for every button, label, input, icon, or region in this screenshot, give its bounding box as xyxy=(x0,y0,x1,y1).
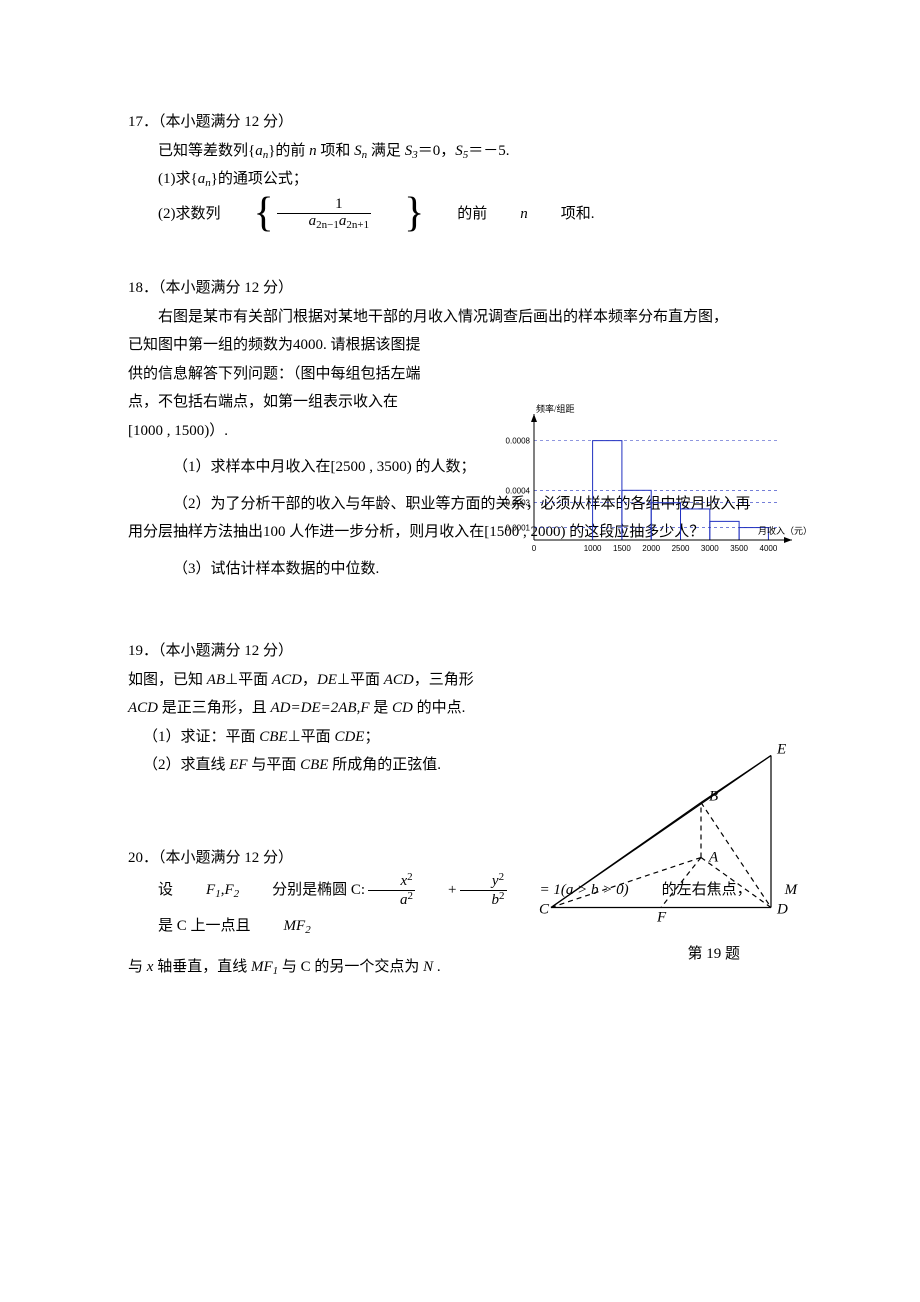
q17-fraction: 1 a2n−1a2n+1 xyxy=(277,197,371,231)
svg-text:0.0003: 0.0003 xyxy=(506,499,531,508)
q17-line1: 已知等差数列{an}的前 n 项和 Sn 满足 S3＝0，S5＝－5. xyxy=(128,137,802,166)
svg-text:频率/组距: 频率/组距 xyxy=(536,403,575,414)
right-brace-icon: } xyxy=(374,192,424,234)
svg-text:0: 0 xyxy=(532,544,537,553)
q18-header: 18．（本小题满分 12 分） xyxy=(128,274,802,303)
q17-part2: (2)求数列 { 1 a2n−1a2n+1 } 的前 n 项和. xyxy=(128,194,802,234)
q19-figure: C D A B E F xyxy=(536,740,806,940)
q20-frac2: y2 b2 xyxy=(460,872,507,909)
svg-text:月收入（元）: 月收入（元） xyxy=(758,525,812,536)
svg-text:C: C xyxy=(539,902,550,918)
svg-text:2000: 2000 xyxy=(642,544,660,553)
svg-text:2500: 2500 xyxy=(672,544,690,553)
q17-header: 17．（本小题满分 12 分） xyxy=(128,108,802,137)
svg-text:0.0008: 0.0008 xyxy=(506,437,531,446)
q19-line2: ACD 是正三角形，且 AD=DE=2AB,F 是 CD 的中点. xyxy=(128,694,508,723)
svg-text:0.0004: 0.0004 xyxy=(506,486,531,495)
q20-frac1: x2 a2 xyxy=(368,872,415,909)
svg-text:1000: 1000 xyxy=(584,544,602,553)
q19-line1: 如图，已知 AB⊥平面 ACD，DE⊥平面 ACD，三角形 xyxy=(128,666,508,695)
svg-text:B: B xyxy=(709,789,718,805)
svg-text:1500: 1500 xyxy=(613,544,631,553)
left-brace-icon: { xyxy=(224,192,274,234)
q18-intro: 右图是某市有关部门根据对某地干部的月收入情况调查后画出的样本频率分布直方图， xyxy=(128,303,802,332)
q18-histogram: 0.0001 0.0003 0.0004 0.0008 0 1000 1500 2000 250… xyxy=(490,402,820,562)
q19-header: 19．（本小题满分 12 分） xyxy=(128,637,802,666)
geometry-svg: C D A B E F xyxy=(536,740,806,940)
q18-wrapped: 已知图中第一组的频数为4000. 请根据该图提 供的信息解答下列问题：（图中每组… xyxy=(128,331,448,445)
svg-text:3000: 3000 xyxy=(701,544,719,553)
q19-part1: （1）求证：平面 CBE⊥平面 CDE； xyxy=(128,723,508,752)
svg-text:A: A xyxy=(708,850,719,866)
svg-text:4000: 4000 xyxy=(760,544,778,553)
question-17: 17．（本小题满分 12 分） 已知等差数列{an}的前 n 项和 Sn 满足 … xyxy=(128,108,802,234)
svg-text:0.0001: 0.0001 xyxy=(506,524,531,533)
q19-part2: （2）求直线 EF 与平面 CBE 所成角的正弦值. xyxy=(128,751,508,780)
svg-text:D: D xyxy=(776,902,788,918)
svg-text:E: E xyxy=(776,742,786,758)
svg-text:3500: 3500 xyxy=(730,544,748,553)
histogram-svg: 0.0001 0.0003 0.0004 0.0008 0 1000 1500 2000 250… xyxy=(490,402,820,562)
q19-caption: 第 19 题 xyxy=(687,940,740,969)
q17-part1: (1)求{an}的通项公式； xyxy=(128,165,802,194)
svg-text:F: F xyxy=(656,910,667,926)
